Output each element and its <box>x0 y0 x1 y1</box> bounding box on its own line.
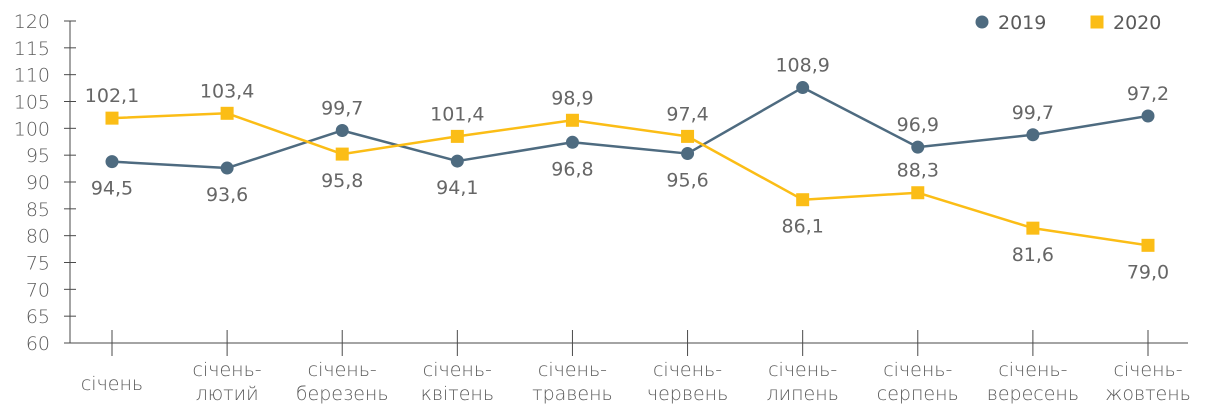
data-label-2019: 99,7 <box>321 97 363 119</box>
data-label-2019: 94,1 <box>436 177 478 199</box>
x-tick-label-line: січень <box>81 373 143 395</box>
marker-2020 <box>681 129 695 143</box>
data-label-2019: 97,2 <box>1127 83 1169 105</box>
marker-2019 <box>105 155 119 169</box>
y-tick-label: 105 <box>14 92 50 114</box>
marker-2020 <box>335 147 349 161</box>
y-tick-label: 100 <box>14 118 50 140</box>
x-tick-label: січень-жовтень <box>1105 359 1191 405</box>
x-tick-label-line: жовтень <box>1105 383 1191 405</box>
marker-2019 <box>681 147 695 161</box>
marker-2020 <box>450 129 464 143</box>
data-label-2020: 98,9 <box>551 87 593 109</box>
y-tick-label: 70 <box>26 279 50 301</box>
y-tick-label: 110 <box>14 65 50 87</box>
y-tick-label: 115 <box>14 38 50 60</box>
x-tick-label-line: червень <box>647 383 728 405</box>
y-tick-labels: 60 65 70 75 80 85 90 95 100 105 110 115 120 <box>14 11 50 355</box>
y-tick-label: 85 <box>26 199 50 221</box>
x-tick-label: січень-липень <box>766 359 838 405</box>
legend-label-2019: 2019 <box>998 12 1046 34</box>
marker-2020 <box>796 193 810 207</box>
x-tick-label-line: січень- <box>768 359 837 381</box>
marker-2020 <box>105 111 119 125</box>
data-label-2019: 96,9 <box>897 114 939 136</box>
x-tick-label-line: січень- <box>538 359 607 381</box>
y-tick-label: 120 <box>14 11 50 33</box>
series-lines <box>111 86 1149 247</box>
data-label-2019: 96,8 <box>551 158 593 180</box>
y-tick-label: 95 <box>26 145 50 167</box>
data-label-2020: 88,3 <box>897 160 939 182</box>
x-tick-label-line: січень- <box>883 359 952 381</box>
series-line-2020 <box>111 112 1149 247</box>
data-label-2020: 97,4 <box>666 103 708 125</box>
data-labels: 94,5 93,6 99,7 94,1 96,8 95,6 108,9 96,9 99,7 97,… <box>85 55 1169 284</box>
x-tick-label-line: вересень <box>987 383 1079 405</box>
x-tick-label-line: січень- <box>308 359 377 381</box>
data-label-2020: 95,8 <box>321 170 363 192</box>
x-tick-label-line: лютий <box>196 383 259 405</box>
marker-2019 <box>911 140 925 154</box>
marker-2019 <box>220 161 234 175</box>
data-label-2020: 86,1 <box>782 216 824 238</box>
data-label-2020: 102,1 <box>85 85 139 107</box>
x-tick-label-line: травень <box>532 383 613 405</box>
x-tick-label-line: січень- <box>193 359 262 381</box>
y-tick-label: 80 <box>26 226 50 248</box>
data-label-2019: 93,6 <box>206 184 248 206</box>
x-tick-label-line: січень- <box>653 359 722 381</box>
x-tick-label: січень-травень <box>532 359 613 405</box>
x-tick-label-line: липень <box>766 383 838 405</box>
x-tick-label-line: березень <box>296 383 389 405</box>
x-tick-label: січень-червень <box>647 359 728 405</box>
data-label-2020: 79,0 <box>1127 261 1169 283</box>
y-tick-label: 90 <box>26 172 50 194</box>
data-label-2020: 81,6 <box>1012 244 1054 266</box>
x-tick-label-line: січень- <box>998 359 1067 381</box>
series-markers <box>105 81 1155 252</box>
axes <box>64 20 1188 356</box>
y-tick-label: 75 <box>26 253 50 275</box>
data-label-2019: 95,6 <box>666 170 708 192</box>
x-tick-label: січень-квітень <box>421 359 494 405</box>
legend-marker-2020 <box>1090 15 1104 29</box>
x-tick-label-line: січень- <box>423 359 492 381</box>
data-label-2019: 94,5 <box>91 178 133 200</box>
legend-label-2020: 2020 <box>1113 12 1161 34</box>
marker-2020 <box>565 113 579 127</box>
marker-2019 <box>1026 128 1040 142</box>
marker-2019 <box>796 81 810 95</box>
x-tick-labels: січеньсічень-лютийсічень-березеньсічень-… <box>81 359 1191 405</box>
marker-2019 <box>450 154 464 168</box>
data-label-2020: 101,4 <box>430 103 484 125</box>
marker-2019 <box>565 135 579 149</box>
x-tick-label-line: серпень <box>877 383 959 405</box>
y-tick-label: 60 <box>26 333 50 355</box>
x-tick-label: січень <box>81 373 143 395</box>
data-label-2020: 103,4 <box>200 80 254 102</box>
x-tick-label: січень-вересень <box>987 359 1079 405</box>
marker-2020 <box>911 186 925 200</box>
y-tick-label: 65 <box>26 306 50 328</box>
data-label-2019: 99,7 <box>1012 102 1054 124</box>
marker-2019 <box>1141 109 1155 123</box>
data-label-2019: 108,9 <box>775 55 829 77</box>
marker-2020 <box>220 106 234 120</box>
legend: 2019 2020 <box>975 12 1161 34</box>
x-tick-label-line: січень- <box>1113 359 1182 381</box>
x-tick-label: січень-лютий <box>193 359 262 405</box>
marker-2019 <box>335 123 349 137</box>
marker-2020 <box>1141 238 1155 252</box>
legend-marker-2019 <box>975 15 989 29</box>
x-tick-label: січень-березень <box>296 359 389 405</box>
x-tick-label: січень-серпень <box>877 359 959 405</box>
marker-2020 <box>1026 221 1040 235</box>
series-line-2019 <box>111 86 1149 170</box>
x-tick-label-line: квітень <box>421 383 494 405</box>
